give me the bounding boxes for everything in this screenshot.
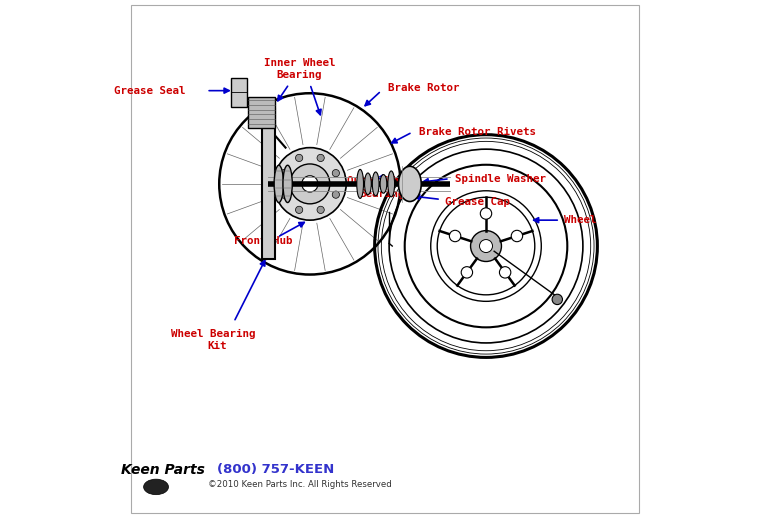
Circle shape <box>332 169 340 177</box>
FancyBboxPatch shape <box>262 109 275 259</box>
Text: Inner Wheel
Bearing: Inner Wheel Bearing <box>264 58 335 80</box>
Ellipse shape <box>388 171 394 197</box>
Circle shape <box>296 154 303 162</box>
Circle shape <box>332 191 340 198</box>
Circle shape <box>273 148 346 220</box>
Ellipse shape <box>283 165 293 203</box>
Circle shape <box>317 154 324 162</box>
Circle shape <box>480 239 493 253</box>
Circle shape <box>302 176 318 192</box>
Circle shape <box>280 169 287 177</box>
Circle shape <box>317 206 324 213</box>
Text: (800) 757-KEEN: (800) 757-KEEN <box>216 463 334 477</box>
Ellipse shape <box>373 172 379 196</box>
Ellipse shape <box>380 175 387 193</box>
Text: Brake Rotor Rivets: Brake Rotor Rivets <box>419 127 536 137</box>
Text: Outer Wheel
Bearing: Outer Wheel Bearing <box>346 176 418 198</box>
Text: Grease Cap: Grease Cap <box>444 197 510 207</box>
Circle shape <box>552 294 562 305</box>
Ellipse shape <box>144 479 169 495</box>
Circle shape <box>470 231 501 262</box>
Text: ©2010 Keen Parts Inc. All Rights Reserved: ©2010 Keen Parts Inc. All Rights Reserve… <box>208 480 392 489</box>
FancyBboxPatch shape <box>248 97 275 128</box>
Ellipse shape <box>398 166 421 202</box>
Text: Front Hub: Front Hub <box>234 236 293 246</box>
Ellipse shape <box>274 165 283 203</box>
Circle shape <box>280 191 287 198</box>
Circle shape <box>500 267 511 278</box>
Circle shape <box>461 267 473 278</box>
Text: Grease Seal: Grease Seal <box>114 85 186 96</box>
Circle shape <box>511 231 523 242</box>
Ellipse shape <box>364 173 371 195</box>
Ellipse shape <box>357 169 363 198</box>
Circle shape <box>480 208 492 219</box>
Circle shape <box>296 206 303 213</box>
Circle shape <box>450 231 460 242</box>
Text: Wheel Bearing 
Kit: Wheel Bearing Kit <box>171 329 262 351</box>
Circle shape <box>290 164 330 204</box>
Text: Wheel: Wheel <box>564 215 596 225</box>
Text: Keen Parts: Keen Parts <box>122 463 206 477</box>
Text: Spindle Washer: Spindle Washer <box>455 174 546 184</box>
Text: Brake Rotor: Brake Rotor <box>387 83 459 93</box>
FancyBboxPatch shape <box>231 78 247 107</box>
